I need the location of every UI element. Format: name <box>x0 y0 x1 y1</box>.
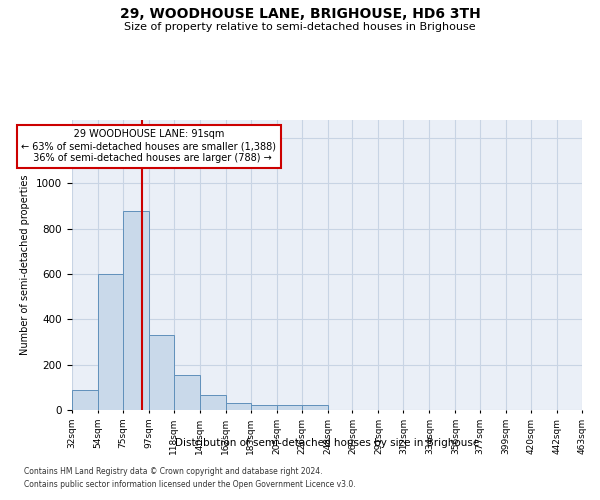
Y-axis label: Number of semi-detached properties: Number of semi-detached properties <box>20 175 31 355</box>
Bar <box>98 274 123 410</box>
Bar <box>174 375 200 410</box>
Text: Contains HM Land Registry data © Crown copyright and database right 2024.: Contains HM Land Registry data © Crown c… <box>24 467 323 476</box>
Bar <box>277 406 302 410</box>
Text: Contains public sector information licensed under the Open Government Licence v3: Contains public sector information licen… <box>24 480 356 489</box>
Bar <box>149 335 174 410</box>
Text: 29 WOODHOUSE LANE: 91sqm     
← 63% of semi-detached houses are smaller (1,388)
: 29 WOODHOUSE LANE: 91sqm ← 63% of semi-d… <box>22 130 277 162</box>
Bar <box>251 406 277 410</box>
Bar <box>302 406 328 410</box>
Text: 29, WOODHOUSE LANE, BRIGHOUSE, HD6 3TH: 29, WOODHOUSE LANE, BRIGHOUSE, HD6 3TH <box>119 8 481 22</box>
Text: Distribution of semi-detached houses by size in Brighouse: Distribution of semi-detached houses by … <box>175 438 479 448</box>
Bar <box>226 403 251 410</box>
Bar <box>123 210 149 410</box>
Text: Size of property relative to semi-detached houses in Brighouse: Size of property relative to semi-detach… <box>124 22 476 32</box>
Bar <box>200 396 226 410</box>
Bar <box>72 390 98 410</box>
